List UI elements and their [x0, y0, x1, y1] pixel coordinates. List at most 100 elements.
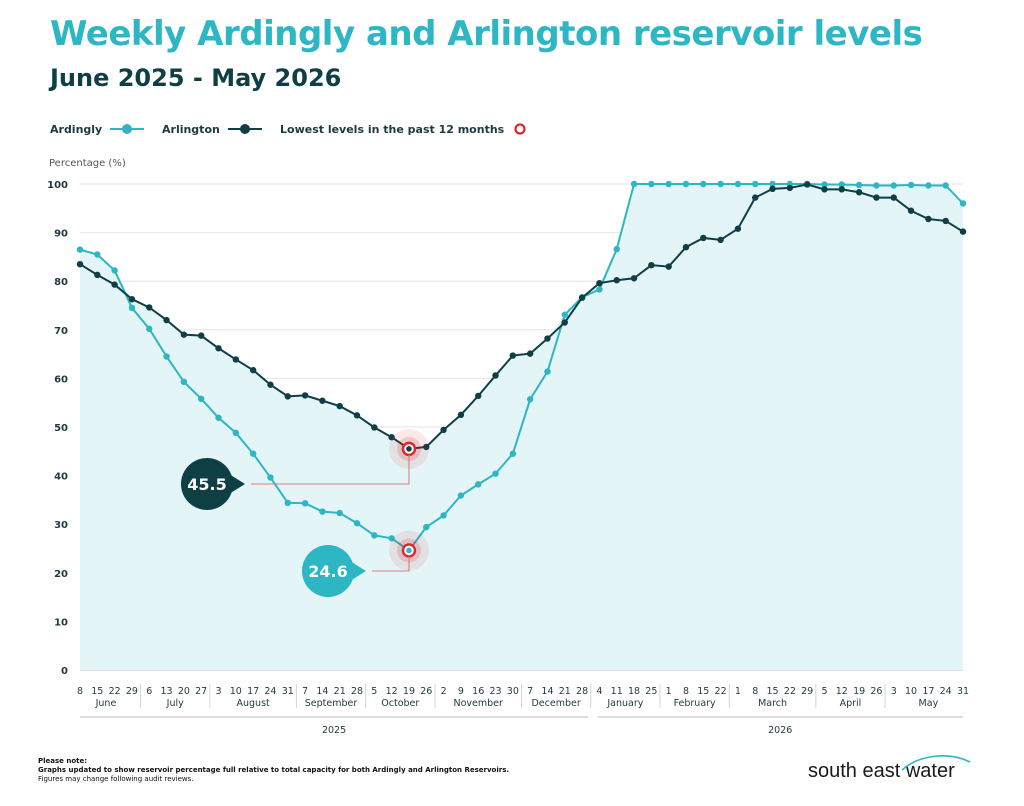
x-tick-label: 24 — [264, 686, 276, 697]
ardingly-callout-bubble — [302, 545, 354, 597]
y-axis-label: Percentage (%) — [49, 158, 126, 169]
x-tick-label: 27 — [195, 686, 207, 697]
x-tick-label: 20 — [178, 686, 190, 697]
ardingly-data-point — [111, 267, 118, 274]
ardingly-data-point — [942, 182, 949, 189]
arlington-data-point — [682, 243, 690, 251]
ardingly-data-point — [475, 481, 482, 488]
arlington-data-point — [873, 194, 880, 201]
ardingly-line-swatch — [110, 124, 145, 134]
x-tick-label: 25 — [645, 686, 657, 697]
arlington-data-point — [284, 393, 291, 400]
arlington-data-point — [267, 381, 274, 388]
x-tick-label: 15 — [91, 686, 103, 697]
ardingly-data-point — [301, 500, 309, 507]
arlington-data-point — [561, 319, 568, 326]
x-tick-label: 19 — [403, 686, 415, 697]
ardingly-data-point — [94, 251, 101, 258]
x-tick-label: 26 — [870, 686, 882, 697]
arlington-data-point — [319, 397, 326, 404]
x-tick-label: 15 — [767, 686, 779, 697]
x-tick-label: 10 — [905, 686, 917, 697]
arlington-data-point — [353, 412, 361, 419]
arlington-callout-label: 45.5 — [187, 475, 226, 494]
month-label: January — [606, 698, 643, 709]
legend-label-lowest: Lowest levels in the past 12 months — [280, 122, 505, 136]
x-tick-label: 3 — [891, 686, 897, 697]
arlington-leader-line — [251, 454, 410, 485]
ardingly-data-point — [180, 378, 188, 386]
arlington-data-point — [717, 236, 724, 244]
month-label: June — [95, 698, 117, 709]
y-tick-label: 80 — [54, 277, 68, 288]
x-tick-label: 3 — [215, 686, 221, 697]
ardingly-data-point — [267, 474, 274, 481]
arlington-data-point — [821, 186, 828, 193]
x-tick-label: 30 — [507, 686, 519, 697]
arlington-data-point — [648, 261, 655, 269]
arlington-line-swatch — [227, 124, 262, 134]
arlington-data-point — [786, 184, 794, 192]
x-tick-label: 2 — [441, 686, 447, 697]
x-tick-label: 11 — [611, 686, 623, 697]
ardingly-data-point — [769, 180, 776, 188]
ardingly-data-point — [197, 395, 205, 403]
x-tick-label: 9 — [458, 686, 464, 697]
y-tick-label: 20 — [54, 569, 68, 580]
arlington-data-point — [544, 335, 551, 342]
arlington-data-point — [890, 194, 897, 201]
arlington-data-point — [249, 366, 257, 374]
arlington-data-point — [111, 281, 118, 288]
arlington-data-point — [492, 372, 499, 379]
x-tick-label: 5 — [371, 686, 377, 697]
arlington-data-point — [734, 225, 742, 232]
ardingly-data-point — [457, 492, 465, 499]
x-tick-label: 1 — [735, 686, 741, 697]
arlington-data-point — [907, 207, 915, 214]
arlington-data-point — [613, 277, 620, 284]
legend-item-arlington: Arlington — [162, 122, 262, 136]
arlington-data-point — [838, 186, 846, 193]
x-tick-label: 6 — [146, 686, 152, 697]
ardingly-data-point — [821, 181, 828, 188]
x-tick-label: 8 — [752, 686, 758, 697]
arlington-data-point — [423, 443, 430, 451]
ardingly-data-point — [128, 304, 136, 312]
arlington-data-point — [942, 217, 949, 225]
x-tick-label: 17 — [922, 686, 934, 697]
arlington-data-point — [146, 304, 153, 311]
arlington-data-point — [578, 294, 586, 301]
x-tick-label: 31 — [282, 686, 294, 697]
y-tick-label: 40 — [54, 472, 68, 483]
ardingly-lowest-point — [406, 547, 412, 554]
x-tick-label: 14 — [316, 686, 328, 697]
y-tick-label: 100 — [47, 180, 68, 191]
x-tick-label: 21 — [334, 686, 346, 697]
ardingly-data-point — [249, 450, 257, 457]
y-tick-label: 10 — [54, 617, 68, 628]
ardingly-data-point — [146, 325, 153, 333]
ardingly-leader-line — [372, 556, 410, 572]
lowest-marker-swatch — [514, 123, 526, 135]
month-label: December — [531, 698, 580, 709]
footnote-line-1: Graphs updated to show reservoir percent… — [38, 766, 510, 774]
arlington-data-point — [215, 345, 222, 352]
ardingly-data-point — [700, 180, 707, 188]
ardingly-data-point — [734, 180, 742, 188]
x-tick-label: 7 — [302, 686, 308, 697]
x-tick-label: 5 — [821, 686, 827, 697]
brand-swoosh-icon — [901, 755, 971, 771]
y-tick-label: 70 — [54, 326, 68, 337]
ardingly-data-point — [717, 180, 724, 188]
ardingly-data-point — [855, 181, 863, 189]
legend-label-arlington: Arlington — [162, 122, 220, 136]
x-tick-label: 14 — [541, 686, 553, 697]
ardingly-data-point — [561, 311, 568, 318]
month-label: April — [840, 698, 862, 709]
month-label: October — [381, 698, 419, 709]
ardingly-data-point — [371, 532, 378, 539]
arlington-data-point — [769, 185, 776, 193]
arlington-data-point — [630, 275, 638, 282]
arlington-data-point — [371, 424, 378, 431]
year-label: 2026 — [768, 725, 792, 736]
